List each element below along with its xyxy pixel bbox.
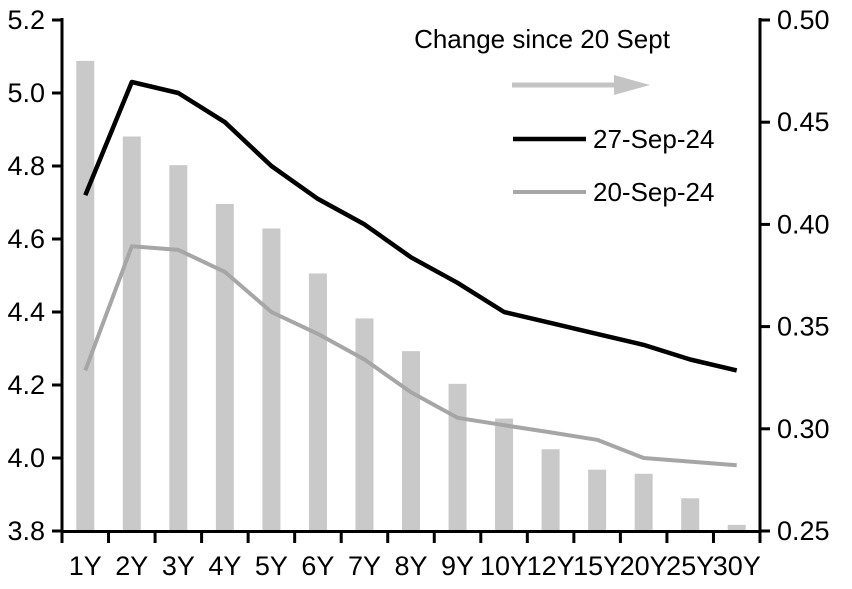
x-axis-label-10Y: 10Y	[480, 551, 528, 581]
x-axis-label-15Y: 15Y	[573, 551, 621, 581]
right-axis-tick-label: 0.50	[777, 5, 830, 35]
bar-3Y	[169, 165, 188, 531]
x-axis-label-7Y: 7Y	[348, 551, 381, 581]
bar-20Y	[634, 473, 653, 531]
right-arrow-icon	[512, 75, 650, 95]
x-axis-label-6Y: 6Y	[301, 551, 334, 581]
right-axis-tick-label: 0.35	[777, 312, 830, 342]
bar-4Y	[215, 203, 234, 531]
line-20-sep-24	[83, 244, 737, 468]
bar-15Y	[588, 469, 607, 531]
left-axis-tick-label: 5.0	[7, 78, 45, 108]
x-axis-label-1Y: 1Y	[69, 551, 102, 581]
x-axis-label-9Y: 9Y	[441, 551, 474, 581]
axes	[60, 18, 762, 533]
x-axis-label-30Y: 30Y	[713, 551, 761, 581]
legend-entry-27-sep: 27-Sep-24	[513, 124, 714, 154]
left-axis-tick-label: 4.6	[7, 224, 45, 254]
bar-30Y	[727, 524, 746, 531]
left-axis-tick-label: 5.2	[7, 5, 45, 35]
legend-label-20-sep: 20-Sep-24	[593, 177, 714, 207]
x-axis-label-5Y: 5Y	[255, 551, 288, 581]
bar-5Y	[262, 228, 281, 531]
bar-10Y	[495, 418, 514, 531]
arrow-head	[614, 75, 650, 95]
left-axis-tick-label: 3.8	[7, 516, 45, 546]
left-axis-tick-label: 4.0	[7, 443, 45, 473]
bar-7Y	[355, 318, 374, 531]
x-axis-label-2Y: 2Y	[115, 551, 148, 581]
legend-title: Change since 20 Sept	[414, 24, 671, 54]
x-axis-label-4Y: 4Y	[208, 551, 241, 581]
right-axis-ticks-group: 0.50 0.45 0.40 0.35 0.30 0.25	[760, 5, 830, 546]
line-27-sep-24	[83, 79, 738, 373]
bar-25Y	[681, 498, 700, 531]
bar-8Y	[402, 351, 420, 531]
right-axis-tick-label: 0.25	[777, 516, 830, 546]
bar-2Y	[122, 136, 141, 531]
left-axis-tick-label: 4.8	[7, 151, 45, 181]
legend: Change since 20 Sept 27-Sep-24 20-Sep-24	[414, 24, 714, 207]
right-axis-tick-label: 0.30	[777, 414, 830, 444]
bar-6Y	[308, 273, 327, 531]
legend-label-27-sep: 27-Sep-24	[593, 124, 714, 154]
left-axis-tick-label: 4.4	[7, 297, 45, 327]
right-axis-tick-label: 0.45	[777, 107, 830, 137]
x-axis-label-8Y: 8Y	[394, 551, 427, 581]
x-axis-label-25Y: 25Y	[666, 551, 714, 581]
bar-9Y	[448, 383, 467, 531]
x-axis-label-20Y: 20Y	[620, 551, 668, 581]
left-axis-tick-label: 4.2	[7, 370, 45, 400]
x-axis-label-12Y: 12Y	[527, 551, 575, 581]
bar-12Y	[541, 449, 560, 531]
legend-entry-20-sep: 20-Sep-24	[513, 177, 714, 207]
right-axis-tick-label: 0.40	[777, 209, 830, 239]
bar-1Y	[76, 60, 95, 531]
x-axis-label-3Y: 3Y	[162, 551, 195, 581]
left-axis-ticks-group: 5.2 5.0 4.8 4.6 4.4 4.2 4.0 3.8	[7, 5, 62, 546]
